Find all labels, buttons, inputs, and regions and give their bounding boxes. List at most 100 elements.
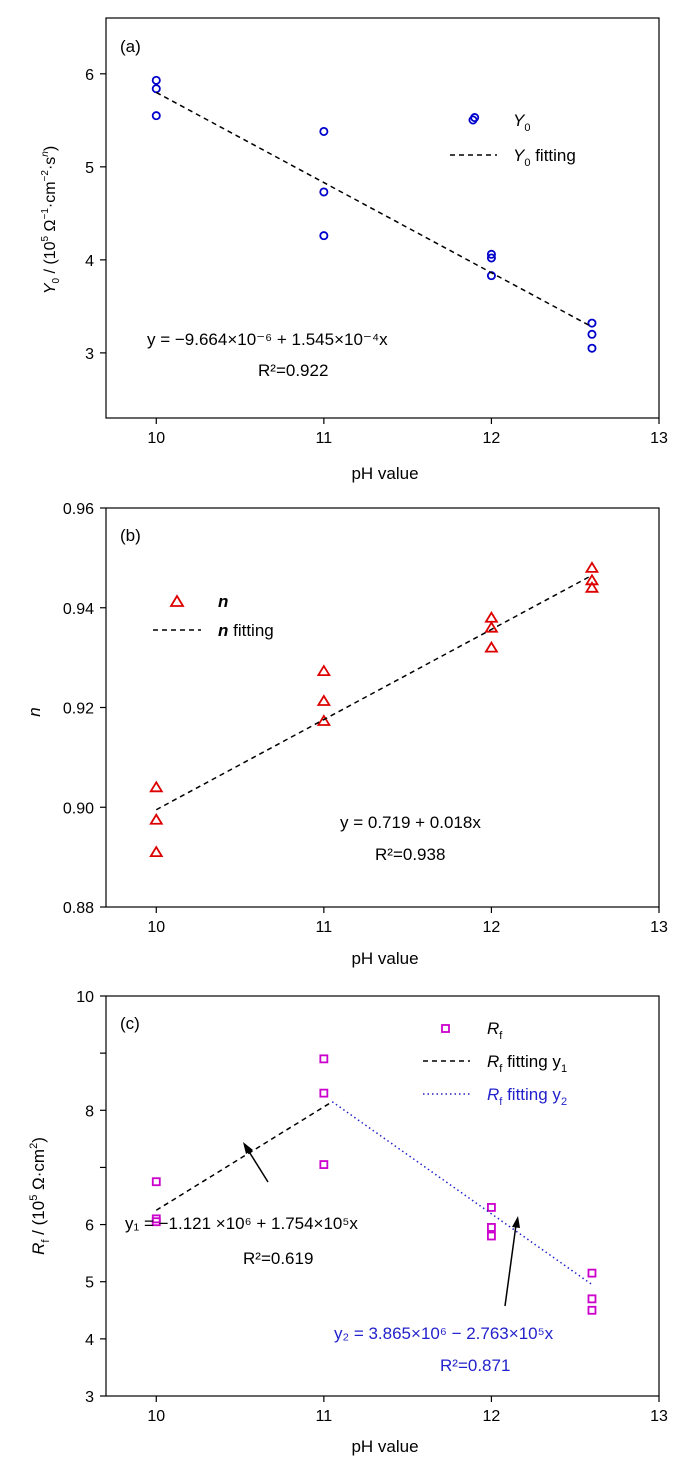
legend-a-sym: Y (513, 111, 526, 130)
fit-line-c (155, 1101, 333, 1211)
y-tick-label-c: 10 (76, 989, 94, 1006)
legend-c-sub: f (499, 1030, 503, 1042)
legend-a-sub: 0 (524, 122, 530, 134)
legend-c-fit1-sub: f (499, 1063, 503, 1075)
data-point-a (319, 187, 329, 197)
data-point-a (587, 318, 597, 328)
data-point-b (484, 610, 499, 623)
panel-label-b: (b) (120, 526, 141, 545)
legend-c: Rf Rf fitting y1 Rf fitting y2 (423, 1019, 567, 1108)
legend-c-fit2-sub2: 2 (561, 1096, 567, 1108)
data-point-b (316, 694, 331, 706)
x-axis-label-b: pH value (351, 949, 418, 968)
y-axis-label-c-text: Rf / (105 Ω·cm2) (28, 1137, 52, 1255)
legend-c-marker (441, 1024, 450, 1033)
x-tick-label-c: 11 (316, 1408, 333, 1425)
y-tick-label-c: 6 (85, 1218, 94, 1235)
y-axis-label-a: Y0 / (105 Ω−1·cm−2·sn) (40, 146, 62, 294)
data-point-a (486, 253, 496, 263)
data-point-a (587, 343, 597, 353)
data-point-c (587, 1294, 597, 1304)
data-point-c (319, 1160, 329, 1169)
x-tick-label-a: 12 (483, 430, 501, 447)
fit-line-b (155, 574, 593, 811)
arrow-c2 (504, 1216, 520, 1307)
x-tick-label-a: 11 (316, 430, 333, 447)
r2-c2: R²=0.871 (440, 1356, 510, 1375)
y-axis-label-c: Rf / (105 Ω·cm2) (28, 1137, 52, 1255)
r2-c1: R²=0.619 (243, 1249, 313, 1268)
y-tick-label-c: 3 (85, 1389, 94, 1406)
data-point-c (587, 1305, 597, 1315)
y-tick-label-a: 3 (85, 346, 94, 363)
y-tick-label-a: 4 (85, 253, 94, 270)
data-point-c (487, 1223, 496, 1232)
y-tick-label-b: 0.88 (63, 900, 94, 917)
legend-c-fit1-sub2: 1 (561, 1063, 567, 1075)
plot-frame-c (105, 995, 660, 1397)
y-tick-label-a: 6 (85, 67, 94, 84)
data-point-c (587, 1268, 597, 1278)
data-point-a (151, 84, 161, 94)
arrow-c1-head (243, 1142, 253, 1154)
data-point-b (149, 780, 164, 793)
data-point-c (487, 1231, 496, 1241)
y-tick-label-c: 8 (85, 1103, 94, 1120)
x-tick-label-b: 13 (650, 919, 668, 936)
x-tick-label-b: 10 (147, 919, 165, 936)
data-point-a (151, 111, 161, 121)
x-tick-label-b: 12 (483, 919, 501, 936)
equation-c2: y₂ = 3.865×10⁶ − 2.763×10⁵x (334, 1324, 554, 1343)
legend-b-label: n (218, 592, 228, 611)
arrow-c1-shaft (247, 1149, 269, 1183)
legend-c-label: Rf (487, 1019, 503, 1042)
data-point-a (319, 126, 329, 136)
plot-frame-a (105, 17, 660, 419)
data-point-c (151, 1177, 161, 1187)
data-point-b (484, 620, 499, 633)
arrow-c2-shaft (504, 1224, 517, 1307)
data-point-c (319, 1054, 329, 1064)
x-axis-label-a: pH value (351, 464, 418, 483)
arrow-c1 (243, 1142, 269, 1183)
legend-a-marker (468, 115, 478, 125)
data-point-c (151, 1217, 161, 1227)
x-axis-label-c: pH value (351, 1437, 418, 1456)
legend-c-fit1-label: Rf fitting y1 (487, 1052, 567, 1075)
data-point-a (587, 329, 597, 339)
legend-b-fit-label: n fitting (218, 621, 274, 640)
data-point-b (149, 812, 164, 825)
legend-a-fit-sub: 0 (524, 157, 530, 169)
legend-b-fit-text: fitting (228, 621, 273, 640)
legend-c-sym: R (487, 1019, 499, 1038)
y-tick-label-b: 0.90 (63, 800, 94, 817)
arrow-c2-head (512, 1216, 520, 1228)
legend-c-fit1-sym: R (487, 1052, 499, 1071)
x-tick-label-c: 10 (147, 1408, 165, 1425)
r2-b: R²=0.938 (375, 845, 445, 864)
equation-c1: y₁ = −1.121 ×10⁶ + 1.754×10⁵x (125, 1214, 358, 1233)
legend-c-fit2-sub: f (499, 1096, 503, 1108)
legend-b-fit-sym: n (218, 621, 228, 640)
legend-b: n n fitting (153, 592, 274, 640)
data-point-c (487, 1203, 496, 1212)
data-point-b (584, 581, 600, 593)
panel-label-a: (a) (120, 37, 141, 56)
equation-b: y = 0.719 + 0.018x (340, 813, 481, 832)
x-tick-label-c: 13 (650, 1408, 668, 1425)
fit-line-c (331, 1101, 593, 1286)
data-point-a (486, 249, 496, 259)
legend-b-marker (169, 594, 185, 607)
data-point-b (484, 640, 499, 653)
legend-a-fit-sym: Y (513, 146, 526, 165)
y-tick-label-b: 0.94 (63, 601, 94, 618)
y-tick-label-a: 5 (85, 160, 94, 177)
x-tick-label-a: 10 (147, 430, 165, 447)
x-tick-label-c: 12 (483, 1408, 501, 1425)
x-tick-label-a: 13 (650, 430, 668, 447)
legend-c-fit2-label: Rf fitting y2 (487, 1085, 567, 1108)
fit-line-a (155, 91, 593, 328)
y-tick-label-b: 0.92 (63, 701, 94, 718)
